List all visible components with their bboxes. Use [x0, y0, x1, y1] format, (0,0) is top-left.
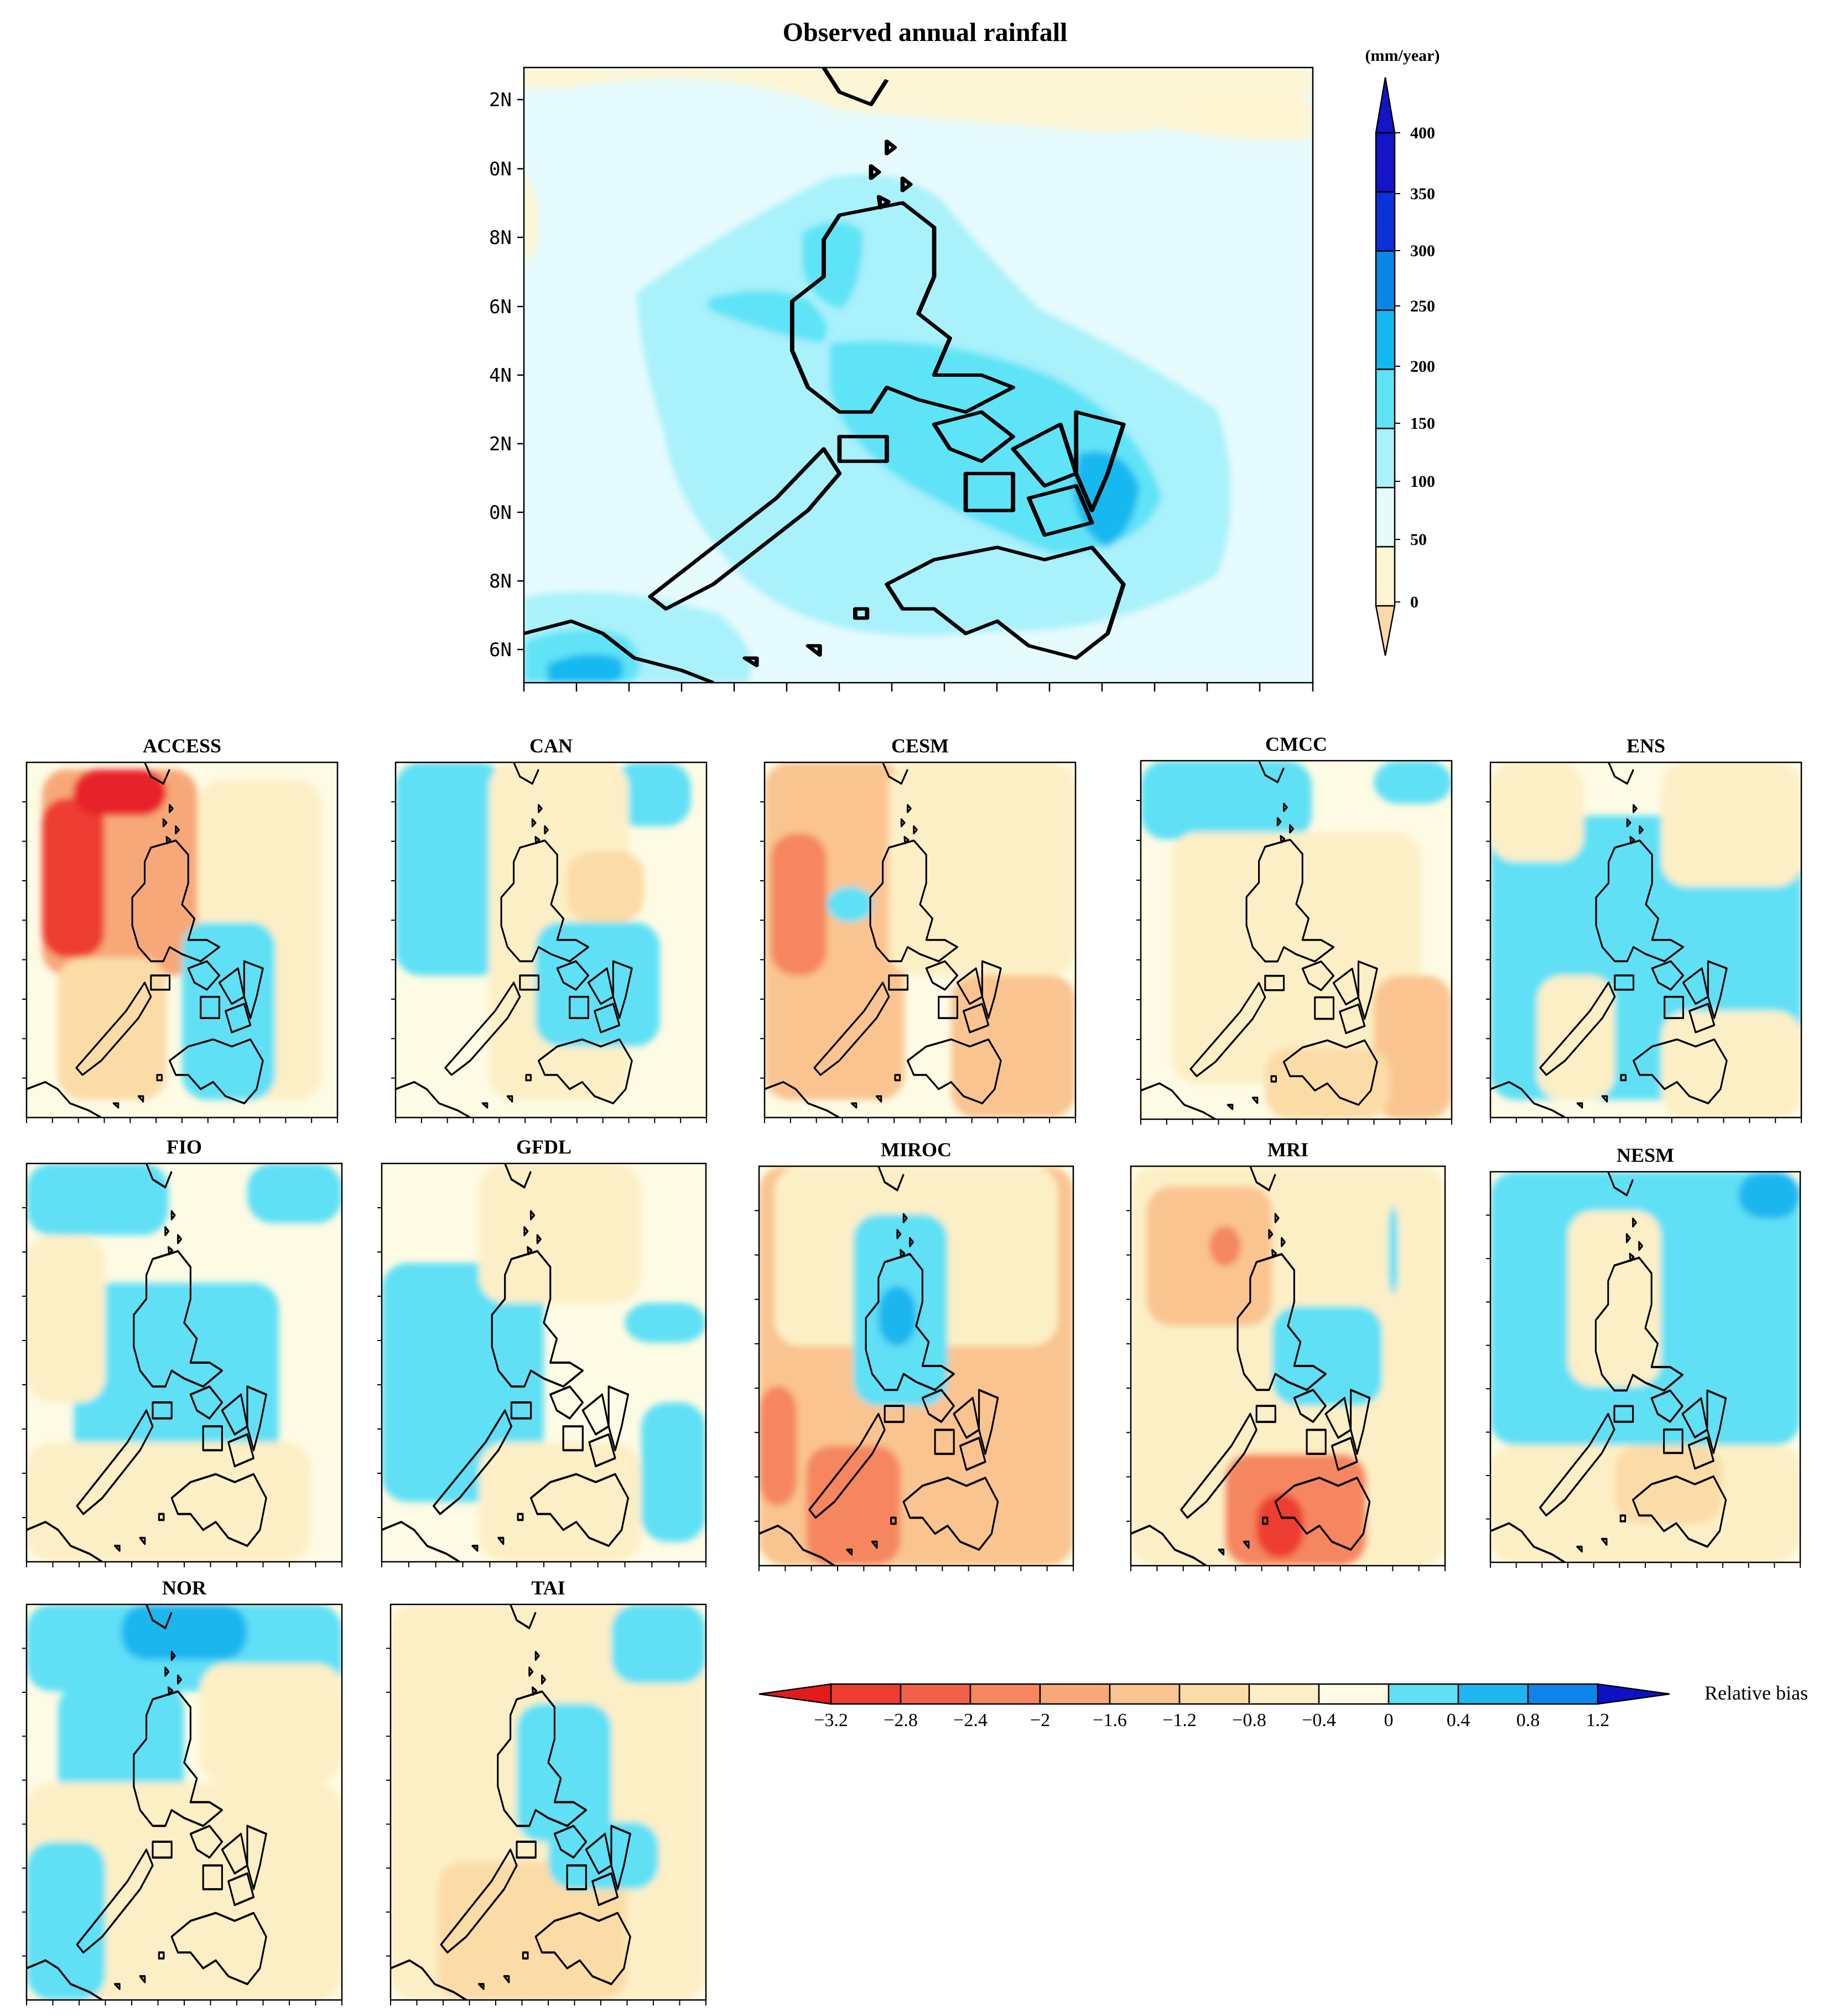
model-panel-title: NOR	[162, 1577, 207, 1599]
main-map: 2N 0N 8N 6N 4N 2N 0N 8N 6N	[489, 66, 1314, 692]
model-panel-title: NESM	[1617, 1144, 1674, 1166]
bias-colorbar-low-arrow	[758, 1683, 832, 1705]
model-panel-ens: ENS	[1486, 735, 1802, 1123]
model-panel-can: CAN	[391, 735, 708, 1123]
rainfall-colorbar-tick-label: 350	[1410, 185, 1435, 203]
model-panel-miroc: MIROC	[755, 1139, 1074, 1571]
rainfall-colorbar-tick-label: 50	[1410, 531, 1427, 549]
model-panel-title: CAN	[529, 735, 573, 757]
bias-colorbar: −3.2 −2.8 −2.4 −2 −1.6 −1.2 −0.8 −0.4 0 0.4 0.8 1.2…	[758, 1682, 1808, 1731]
rainfall-colorbar-segment	[1375, 368, 1396, 429]
rainfall-colorbar-segment	[1375, 545, 1396, 607]
lat-label: 0N	[489, 502, 512, 524]
bias-colorbar-tick-label: −2.4	[953, 1710, 988, 1731]
model-panel-title: CESM	[891, 735, 949, 757]
model-panel-nor: NOR	[22, 1577, 343, 2005]
bias-colorbar-segment	[900, 1683, 971, 1705]
lat-label: 6N	[489, 639, 512, 661]
rainfall-colorbar-segment	[1375, 309, 1396, 370]
rainfall-colorbar-tick-label: 150	[1410, 414, 1435, 433]
rainfall-colorbar-tick-label: 0	[1410, 593, 1418, 611]
model-panel-title: MRI	[1267, 1139, 1308, 1161]
bias-colorbar-tick-label: 0	[1384, 1710, 1394, 1731]
model-panel-access: ACCESS	[22, 735, 339, 1123]
lat-label: 2N	[489, 89, 512, 111]
bias-colorbar-tick-label: 0.4	[1447, 1710, 1471, 1731]
model-panel-title: TAI	[531, 1577, 565, 1599]
lat-label: 6N	[489, 296, 512, 318]
model-panel-title: ACCESS	[143, 735, 221, 757]
model-panel-title: CMCC	[1265, 733, 1327, 755]
bias-colorbar-tick-label: −0.8	[1232, 1710, 1266, 1731]
lat-label: 8N	[489, 570, 512, 593]
rainfall-colorbar-low-arrow	[1375, 605, 1396, 656]
bias-colorbar-segment	[1248, 1683, 1320, 1705]
lat-label: 2N	[489, 433, 512, 455]
bias-colorbar-segment	[1527, 1683, 1599, 1705]
model-panel-title: GFDL	[516, 1136, 571, 1158]
rainfall-colorbar-tick-label: 250	[1410, 297, 1435, 315]
main-map-x-ticks	[523, 683, 1314, 692]
rainfall-colorbar-tick-label: 400	[1410, 124, 1435, 142]
model-panel-tai: TAI	[386, 1577, 707, 2005]
bias-colorbar-tick-label: −1.6	[1093, 1710, 1127, 1731]
model-panel-title: ENS	[1627, 735, 1665, 757]
bias-colorbar-segment	[1109, 1683, 1181, 1705]
bias-colorbar-segment	[1178, 1683, 1250, 1705]
bias-colorbar-segment	[1457, 1683, 1529, 1705]
bias-colorbar-tick-label: −0.4	[1302, 1710, 1336, 1731]
rainfall-colorbar-segment	[1375, 428, 1396, 489]
rainfall-colorbar-segment	[1375, 191, 1396, 252]
rainfall-colorbar-unit: (mm/year)	[1365, 46, 1440, 65]
lat-label: 0N	[489, 158, 512, 180]
model-panel-title: MIROC	[881, 1139, 952, 1161]
main-map-lat-labels: 2N 0N 8N 6N 4N 2N 0N 8N 6N	[489, 89, 524, 661]
rainfall-colorbar-high-arrow	[1375, 77, 1396, 134]
model-panel-fio: FIO	[22, 1136, 343, 1567]
bias-colorbar-segment	[969, 1683, 1041, 1705]
model-panels: ACCESS CAN CESM CMCC ENS FIO GFDL MIROC MRI NESM N…	[22, 733, 1802, 2005]
main-map-title: Observed annual rainfall	[783, 18, 1068, 47]
lat-label: 8N	[489, 227, 512, 249]
rainfall-colorbar-tick-label: 100	[1410, 472, 1435, 491]
bias-colorbar-title: Relative bias	[1705, 1682, 1808, 1704]
bias-colorbar-tick-label: −2	[1030, 1710, 1050, 1731]
rainfall-colorbar-tick-label: 300	[1410, 242, 1435, 260]
rainfall-colorbar-segment	[1375, 132, 1396, 193]
rainfall-colorbar-segment	[1375, 250, 1396, 311]
model-panel-nesm: NESM	[1486, 1144, 1801, 1568]
bias-colorbar-segment	[1039, 1683, 1111, 1705]
model-panel-gfdl: GFDL	[377, 1136, 707, 1567]
rainfall-colorbar-tick-label: 200	[1410, 357, 1435, 376]
bias-colorbar-tick-label: −2.8	[884, 1710, 918, 1731]
model-panel-title: FIO	[167, 1136, 202, 1158]
model-panel-cmcc: CMCC	[1136, 733, 1453, 1125]
bias-colorbar-tick-label: 1.2	[1586, 1710, 1610, 1731]
bias-colorbar-tick-label: −1.2	[1162, 1710, 1197, 1731]
bias-colorbar-tick-label: −3.2	[814, 1710, 848, 1731]
lat-label: 4N	[489, 365, 512, 387]
rainfall-colorbar: (mm/year) 400 350 300 250 200 150 100 50 0	[1365, 46, 1440, 656]
bias-colorbar-segment	[830, 1683, 902, 1705]
model-panel-cesm: CESM	[760, 735, 1077, 1123]
bias-colorbar-tick-label: 0.8	[1516, 1710, 1540, 1731]
bias-colorbar-segment	[1318, 1683, 1390, 1705]
rainfall-colorbar-segment	[1375, 487, 1396, 548]
bias-colorbar-high-arrow	[1597, 1683, 1670, 1705]
model-panel-mri: MRI	[1126, 1139, 1446, 1571]
bias-colorbar-segment	[1388, 1683, 1459, 1705]
